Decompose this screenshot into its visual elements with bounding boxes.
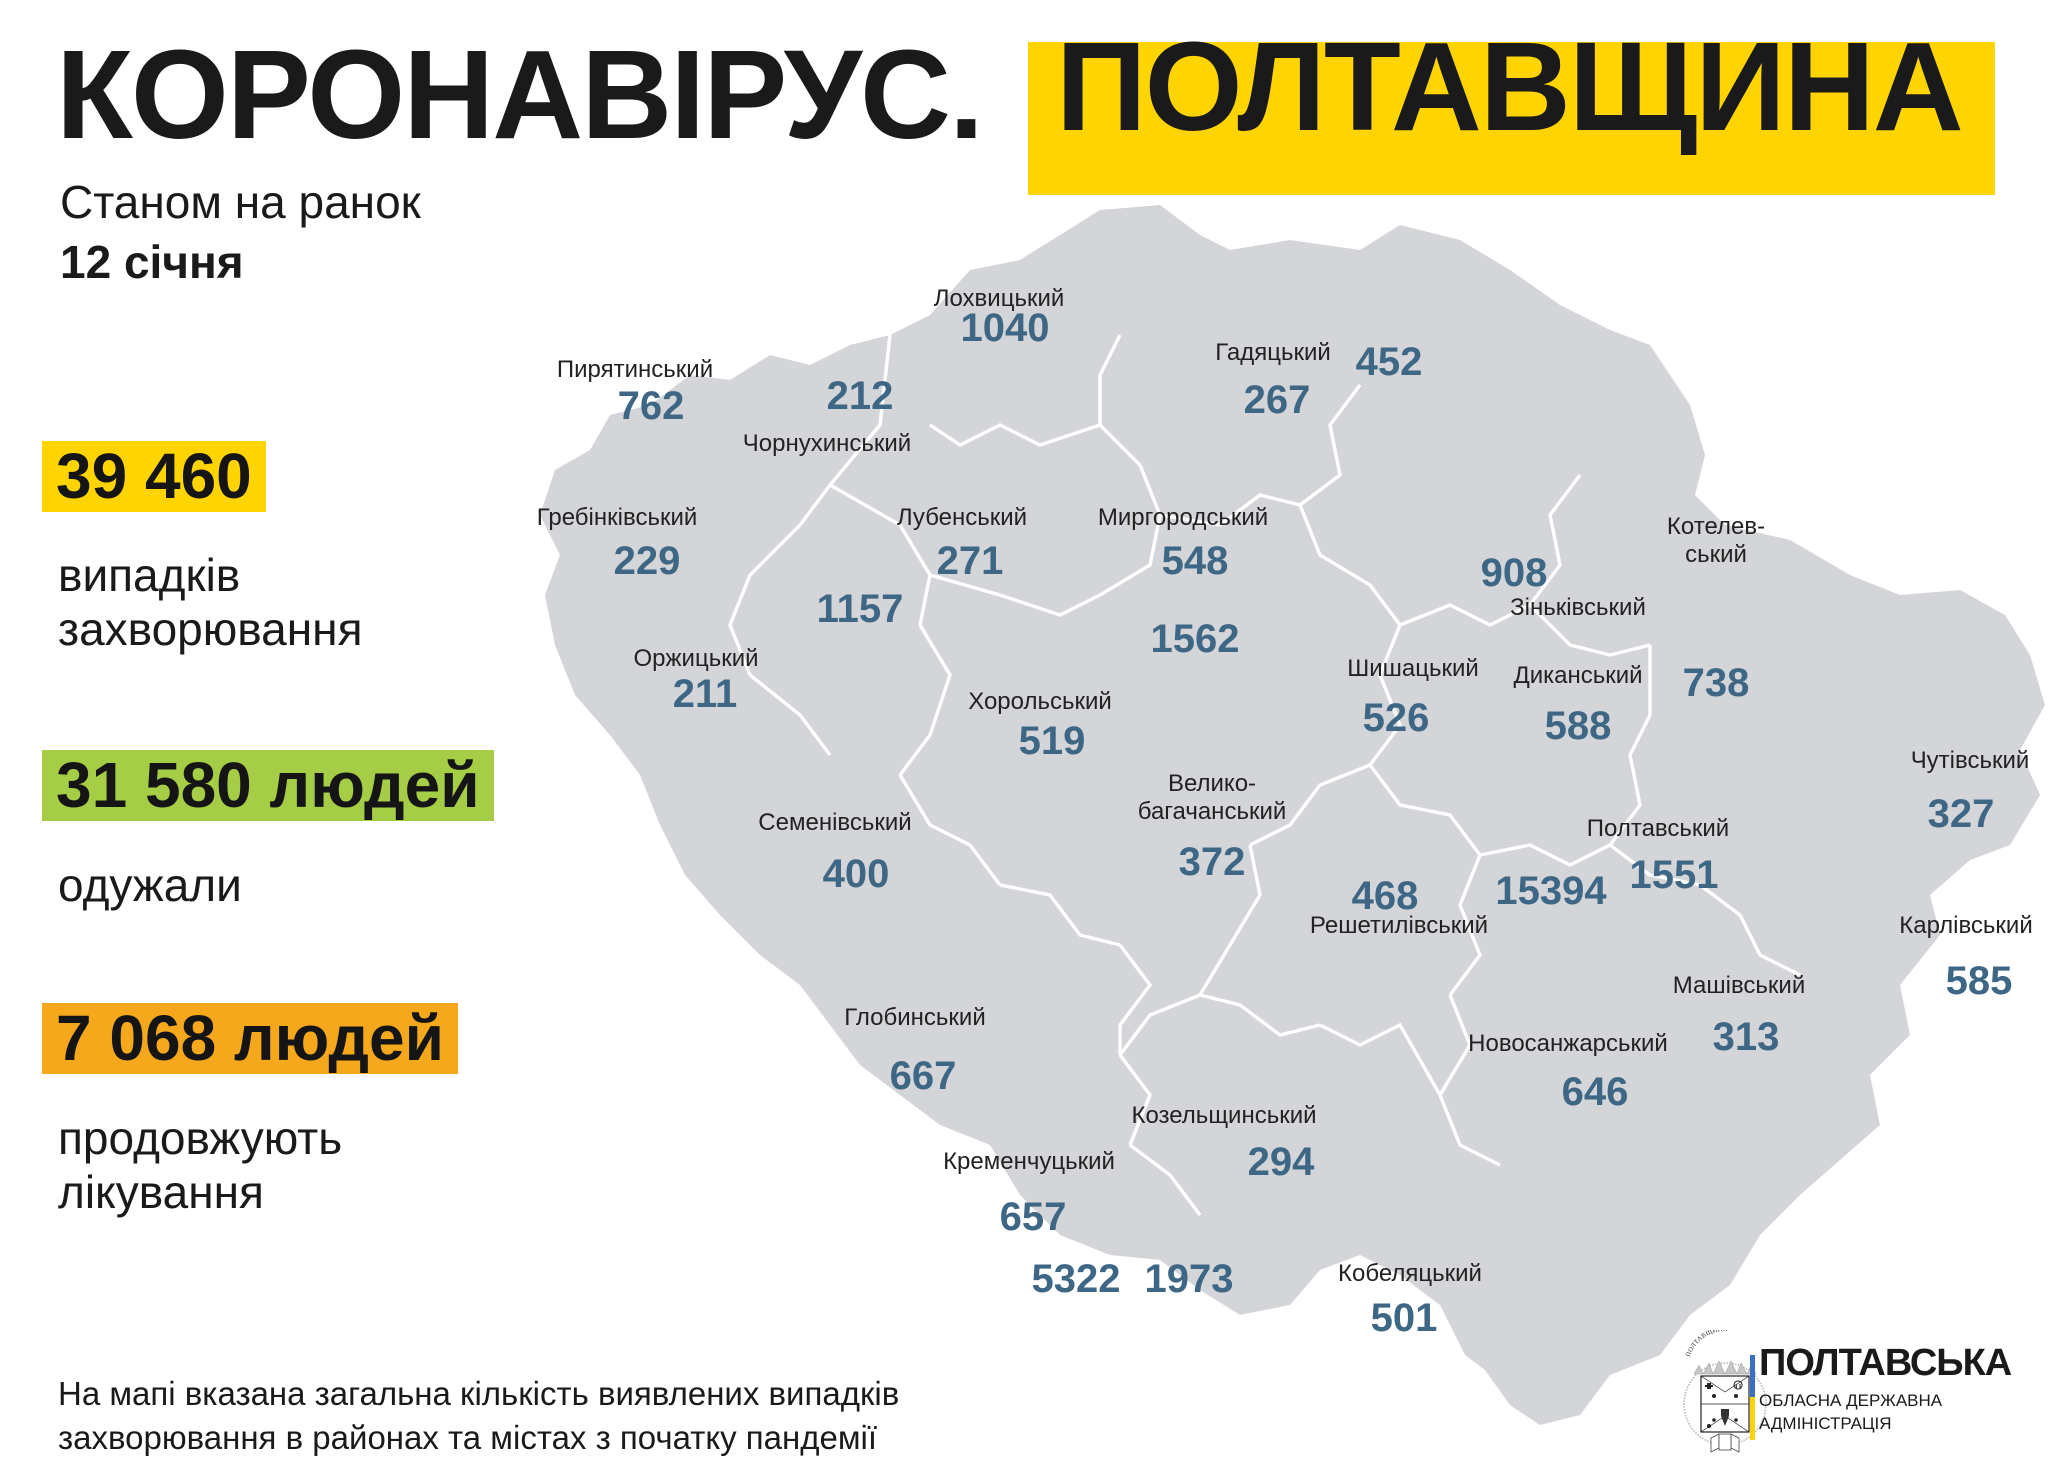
svg-text:ПОЛТАВЩИНА: ПОЛТАВЩИНА [1685,1330,1728,1358]
